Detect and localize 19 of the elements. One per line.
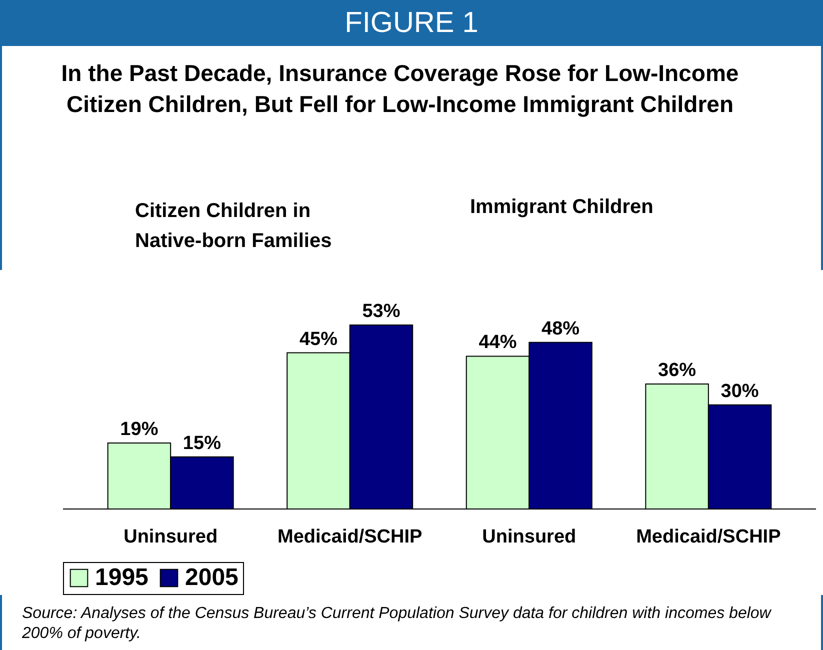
data-label: 44% <box>478 332 517 354</box>
data-label: 19% <box>120 419 158 440</box>
data-label: 48% <box>542 318 580 340</box>
data-label: 36% <box>658 360 696 382</box>
x-tick-label: Uninsured <box>124 526 218 548</box>
source-note: Source: Analyses of the Census Bureau’s Current Population Survey data for children with incomes below 200% of poverty. <box>22 604 772 644</box>
legend-label: 1995 <box>95 564 148 591</box>
text: Citizen Children in Native-born Families <box>135 199 333 254</box>
x-tick-label: Uninsured <box>482 526 576 548</box>
chart-title: FIGURE 1 <box>0 0 823 46</box>
chart-subtitle: In the Past Decade, Insurance Coverage Rose for Low-Income Citizen Children, But Fell for Low-Income Immigrant Children <box>60 59 740 119</box>
data-label: 53% <box>362 301 400 322</box>
legend-label: 2005 <box>185 564 238 591</box>
data-label: 15% <box>182 432 222 454</box>
text: Immigrant Children <box>470 196 654 219</box>
x-tick-label: Medicaid/SCHIP <box>636 526 782 548</box>
data-label: 30% <box>720 380 759 402</box>
x-tick-label: Medicaid/SCHIP <box>278 526 422 548</box>
data-label: 45% <box>299 328 338 350</box>
